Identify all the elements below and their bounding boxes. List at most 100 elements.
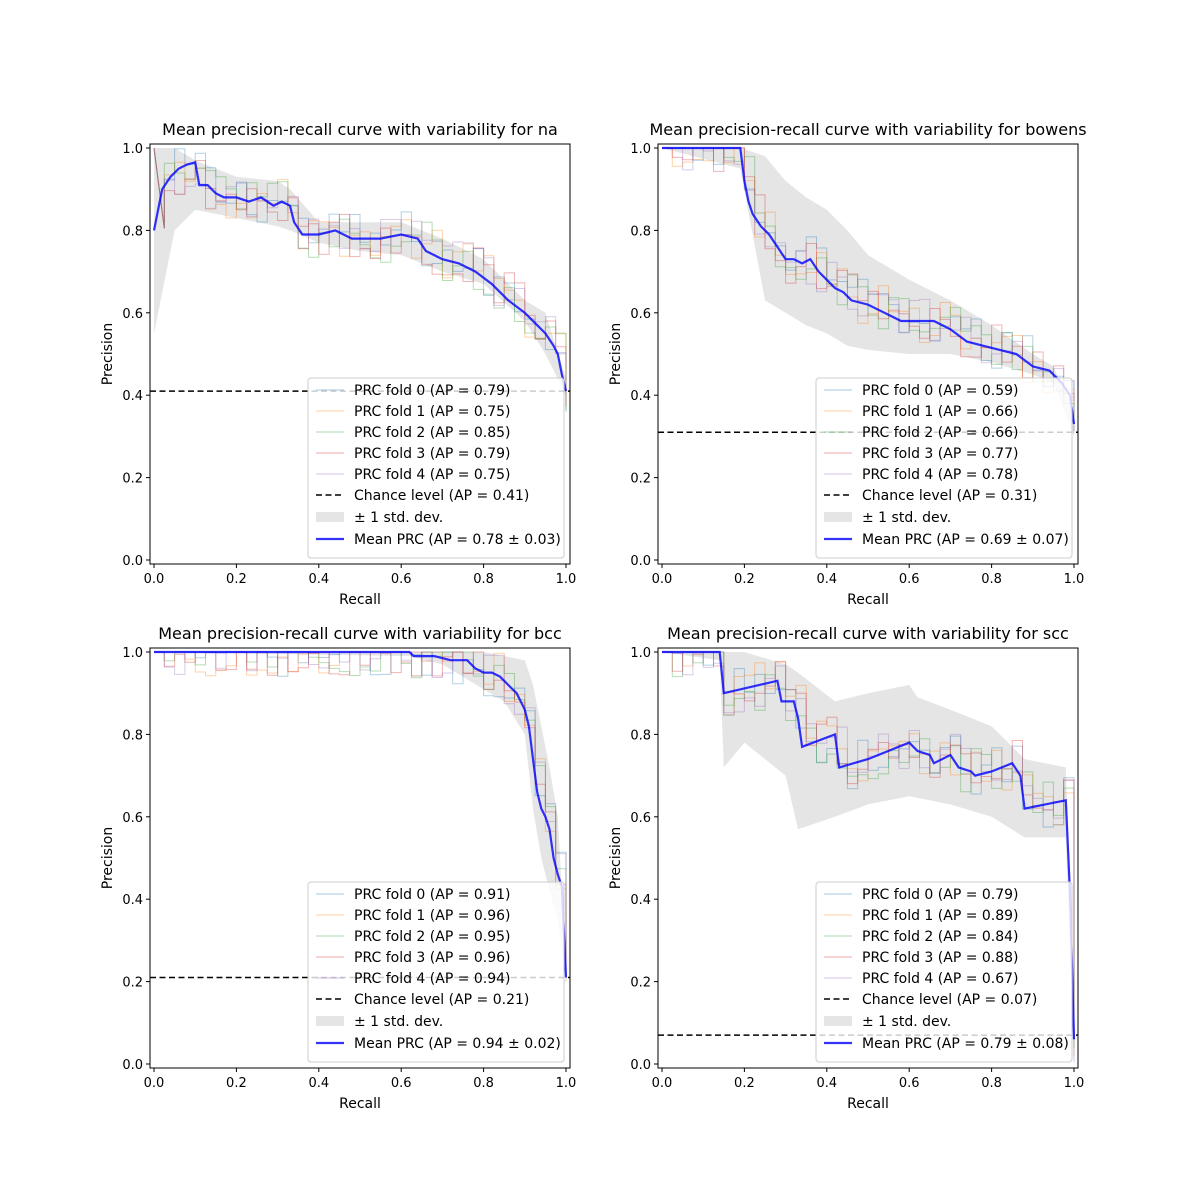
legend-label: PRC fold 3 (AP = 0.88) — [862, 950, 1019, 966]
y-tick-label: 0.2 — [122, 976, 143, 991]
subplot-1: 0.00.0 0.2 0.2 0.4 0.4 0.6 0.6 0.8 0.8 1.0 1.0 Mean… — [608, 120, 1087, 608]
legend-label: PRC fold 4 (AP = 0.67) — [862, 971, 1019, 987]
y-tick-label: 0.8 — [122, 224, 143, 239]
legend-item: PRC fold 1 (AP = 0.89) — [824, 908, 1019, 924]
y-tick-label: 0.0 — [122, 554, 143, 569]
legend-item: ± 1 std. dev. — [316, 1014, 443, 1030]
x-tick-label: 0.0 — [144, 1076, 165, 1091]
subplot-title: Mean precision-recall curve with variabi… — [162, 120, 558, 139]
y-axis-label: Precision — [100, 827, 116, 889]
y-axis-label: Precision — [100, 323, 116, 385]
x-tick-label: 0.6 — [899, 572, 920, 587]
x-tick-label: 0.4 — [816, 1076, 837, 1091]
y-tick-label: 1.0 — [122, 142, 143, 157]
legend-label: Chance level (AP = 0.07) — [862, 992, 1037, 1008]
legend: PRC fold 0 (AP = 0.79) PRC fold 1 (AP = 0… — [307, 377, 565, 559]
y-axis-label: Precision — [608, 323, 624, 385]
y-tick-label: 0.0 — [122, 1058, 143, 1073]
legend-label: PRC fold 3 (AP = 0.79) — [354, 446, 511, 462]
x-tick-label: 0.2 — [734, 1076, 755, 1091]
legend-item: ± 1 std. dev. — [316, 510, 443, 526]
legend-item: PRC fold 4 (AP = 0.75) — [316, 467, 511, 483]
fold-2-curve — [662, 651, 1075, 1048]
x-tick-label: 0.6 — [391, 1076, 412, 1091]
axes-frame — [149, 143, 571, 565]
y-tick-label: 0.2 — [630, 976, 651, 991]
subplot-title: Mean precision-recall curve with variabi… — [158, 624, 561, 643]
x-tick-label: 0.4 — [308, 1076, 329, 1091]
plot-area — [658, 146, 1078, 437]
x-tick-label: 0.8 — [473, 1076, 494, 1091]
y-tick-label: 0.4 — [630, 389, 651, 404]
fold-3-curve — [662, 651, 1075, 1039]
fold-1-curve — [662, 147, 1075, 417]
legend-item: Chance level (AP = 0.07) — [824, 992, 1037, 1008]
y-tick-label: 0.4 — [122, 389, 143, 404]
legend-label: PRC fold 0 (AP = 0.91) — [354, 887, 511, 903]
legend-swatch — [824, 512, 852, 522]
axes-frame — [657, 647, 1079, 1069]
legend-label: PRC fold 4 (AP = 0.94) — [354, 971, 511, 987]
fold-3-curve — [153, 147, 567, 407]
legend-label: Mean PRC (AP = 0.78 ± 0.03) — [354, 532, 561, 548]
legend-label: PRC fold 3 (AP = 0.77) — [862, 446, 1019, 462]
legend-label: PRC fold 2 (AP = 0.95) — [354, 929, 511, 945]
subplot-title: Mean precision-recall curve with variabi… — [667, 624, 1069, 643]
legend-label: PRC fold 1 (AP = 0.96) — [354, 908, 511, 924]
legend-label: ± 1 std. dev. — [354, 1014, 443, 1030]
legend-label: ± 1 std. dev. — [354, 510, 443, 526]
legend: PRC fold 0 (AP = 0.79) PRC fold 1 (AP = 0… — [815, 881, 1073, 1063]
std-band — [154, 148, 566, 396]
legend-box — [307, 377, 565, 559]
legend-item: PRC fold 2 (AP = 0.66) — [824, 425, 1019, 441]
subplot-title: Mean precision-recall curve with variabi… — [649, 120, 1086, 139]
x-tick-label: 0.4 — [816, 572, 837, 587]
std-band — [662, 148, 1074, 437]
legend-label: PRC fold 0 (AP = 0.59) — [862, 383, 1019, 399]
x-tick-label: 0.8 — [981, 1076, 1002, 1091]
mean-prc-curve — [152, 161, 568, 392]
legend-label: PRC fold 0 (AP = 0.79) — [862, 887, 1019, 903]
fold-3-curve — [662, 147, 1075, 401]
y-tick-label: 0.4 — [122, 893, 143, 908]
subplot-2: 0.00.0 0.2 0.2 0.4 0.4 0.6 0.6 0.8 0.8 1.0 1.0 Mean… — [100, 624, 576, 1112]
legend-item: PRC fold 0 (AP = 0.59) — [824, 383, 1019, 399]
legend-label: Mean PRC (AP = 0.79 ± 0.08) — [862, 1036, 1069, 1052]
legend-label: PRC fold 2 (AP = 0.84) — [862, 929, 1019, 945]
legend-item: Chance level (AP = 0.31) — [824, 488, 1037, 504]
legend-item: PRC fold 3 (AP = 0.88) — [824, 950, 1019, 966]
legend-label: ± 1 std. dev. — [862, 510, 951, 526]
legend-item: PRC fold 4 (AP = 0.94) — [316, 971, 511, 987]
mean-prc-curve — [154, 650, 568, 978]
plot-area — [150, 147, 570, 412]
legend-box — [307, 881, 565, 1063]
x-tick-label: 0.0 — [144, 572, 165, 587]
legend-swatch — [316, 1016, 344, 1026]
legend-item: Chance level (AP = 0.41) — [316, 488, 529, 504]
legend-item: PRC fold 2 (AP = 0.85) — [316, 425, 511, 441]
legend-item: PRC fold 3 (AP = 0.77) — [824, 446, 1019, 462]
y-tick-label: 0.8 — [630, 728, 651, 743]
fold-4-curve — [662, 147, 1075, 434]
legend-item: Mean PRC (AP = 0.94 ± 0.02) — [316, 1036, 561, 1052]
x-tick-label: 0.6 — [899, 1076, 920, 1091]
legend-label: Chance level (AP = 0.31) — [862, 488, 1037, 504]
legend-item: PRC fold 0 (AP = 0.79) — [824, 887, 1019, 903]
y-tick-label: 0.2 — [122, 472, 143, 487]
legend-label: PRC fold 0 (AP = 0.79) — [354, 383, 511, 399]
legend-item: PRC fold 0 (AP = 0.79) — [316, 383, 511, 399]
y-tick-label: 0.8 — [122, 728, 143, 743]
legend-box — [815, 377, 1073, 559]
legend: PRC fold 0 (AP = 0.59) PRC fold 1 (AP = 0… — [815, 377, 1073, 559]
x-tick-label: 0.2 — [226, 1076, 247, 1091]
x-tick-label: 0.8 — [981, 572, 1002, 587]
legend-item: PRC fold 4 (AP = 0.78) — [824, 467, 1019, 483]
fold-2-curve — [153, 147, 567, 410]
x-tick-label: 1.0 — [556, 572, 577, 587]
std-band — [662, 652, 1074, 1056]
legend-item: Mean PRC (AP = 0.79 ± 0.08) — [824, 1036, 1069, 1052]
legend-item: Chance level (AP = 0.21) — [316, 992, 529, 1008]
y-tick-label: 0.8 — [630, 224, 651, 239]
fold-2-curve — [662, 147, 1075, 423]
